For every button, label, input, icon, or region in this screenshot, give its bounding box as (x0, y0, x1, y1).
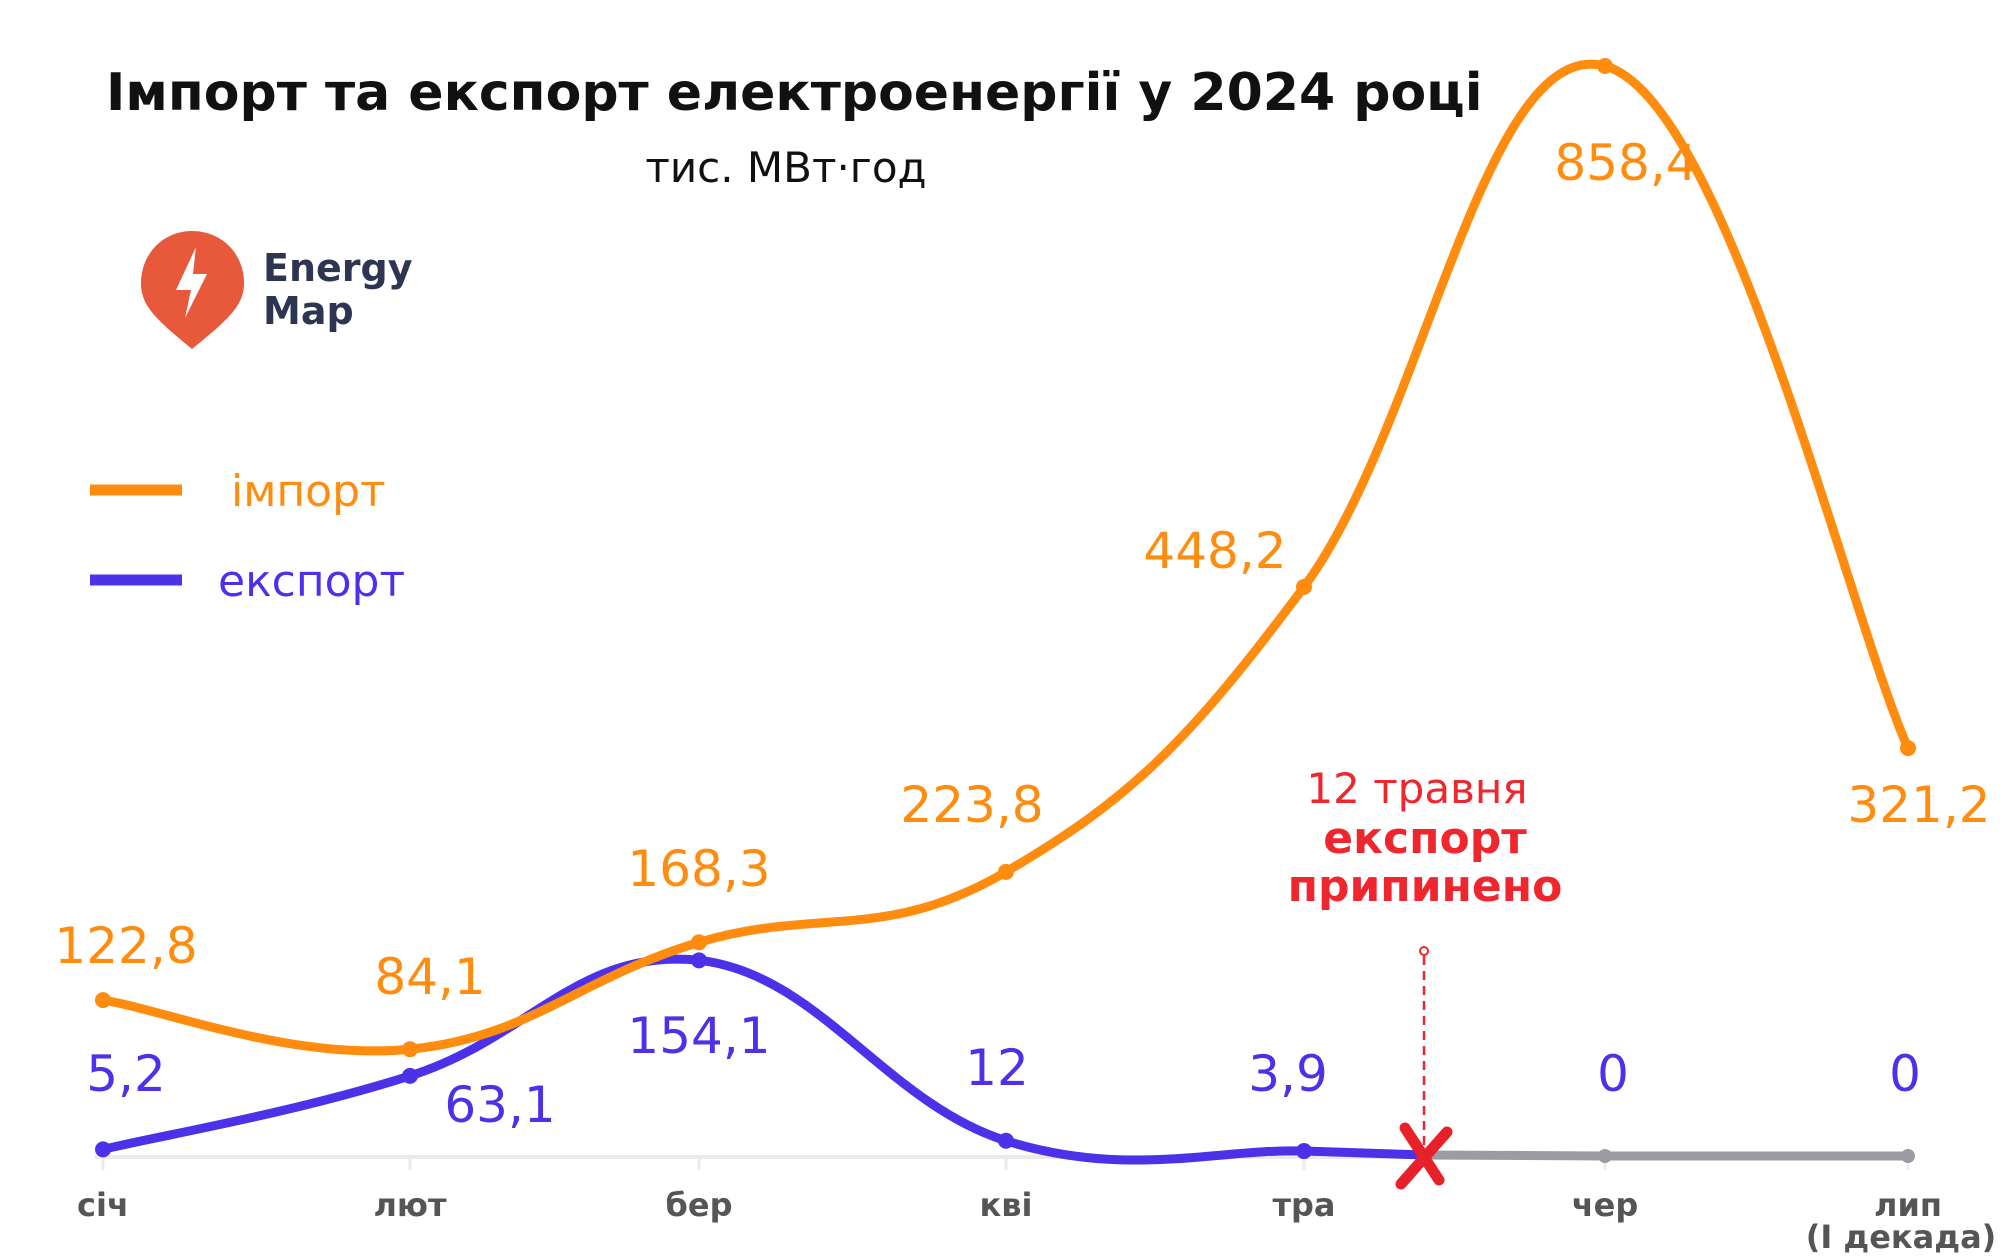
x-tick-label: лип (1874, 1186, 1942, 1224)
legend: імпорт експорт (90, 466, 405, 607)
annotation-line2: припинено (1288, 861, 1563, 912)
annotation-date: 12 травня (1306, 764, 1527, 813)
export-data-label: 0 (1889, 1045, 1921, 1103)
export-line (98, 954, 1428, 1165)
export-stopped-point (1598, 1149, 1612, 1163)
import-data-label: 84,1 (374, 948, 485, 1006)
x-tick-label: кві (980, 1186, 1033, 1224)
import-data-label: 223,8 (900, 776, 1043, 834)
export-point (691, 952, 707, 969)
legend-label-import: імпорт (231, 466, 386, 517)
export-point (95, 1141, 111, 1158)
export-stop-annotation: 12 травня експорт припинено (1288, 764, 1563, 1150)
annotation-line1: експорт (1323, 813, 1527, 864)
import-data-label: 122,8 (54, 917, 197, 975)
import-data-label: 448,2 (1143, 522, 1286, 580)
export-data-label: 63,1 (444, 1076, 555, 1134)
export-data-label: 0 (1597, 1045, 1629, 1103)
import-point (402, 1041, 418, 1058)
export-point (998, 1132, 1014, 1149)
x-tick-label: січ (77, 1186, 129, 1224)
export-stopped-x-icon (1395, 1122, 1453, 1190)
import-point (691, 934, 707, 951)
x-tick-label: бер (666, 1186, 733, 1224)
import-point (998, 863, 1014, 880)
annotation-pin-dot (1419, 946, 1429, 956)
export-point (402, 1067, 418, 1084)
import-data-label: 858,4 (1554, 134, 1697, 192)
export-data-label: 3,9 (1248, 1045, 1328, 1103)
export-point (1296, 1143, 1312, 1160)
x-tick-label: лют (373, 1186, 447, 1224)
export-data-label: 12 (965, 1039, 1029, 1097)
import-line (98, 59, 1913, 1056)
import-data-label: 168,3 (627, 840, 770, 898)
import-point (1900, 740, 1916, 757)
chart-title: Імпорт та експорт електроенергії у 2024 … (106, 63, 1483, 123)
chart-subtitle: тис. МВт·год (645, 143, 926, 192)
export-data-label: 154,1 (627, 1007, 770, 1065)
export-stopped-line (1418, 1150, 1913, 1161)
export-data-label: 5,2 (86, 1045, 166, 1103)
import-point (1296, 578, 1312, 595)
import-data-label: 321,2 (1847, 776, 1990, 834)
logo-text-line2: Map (263, 289, 354, 333)
x-tick-label: тра (1272, 1186, 1335, 1224)
x-tick-label: чер (1572, 1186, 1639, 1224)
import-point (95, 992, 111, 1009)
import-point (1597, 58, 1613, 74)
x-tick-note: (І декада) (1806, 1218, 1997, 1256)
logo-text-line1: Energy (263, 246, 413, 290)
legend-label-export: експорт (218, 556, 405, 607)
export-stopped-point (1901, 1149, 1915, 1163)
logo: Energy Map (141, 231, 413, 349)
lightning-icon (176, 247, 207, 318)
